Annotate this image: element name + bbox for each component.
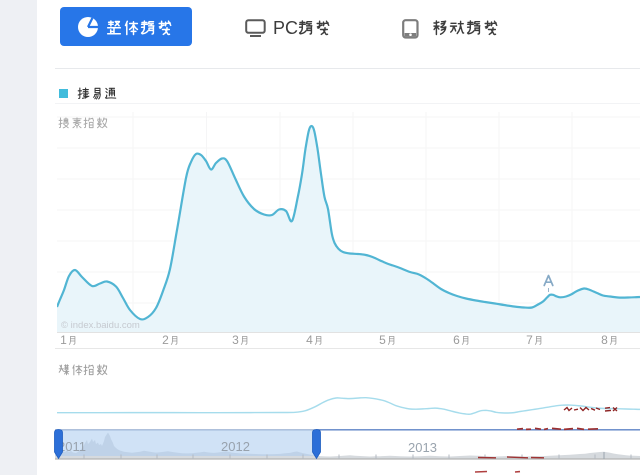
svg-text:© index.baidu.com: © index.baidu.com	[61, 320, 140, 331]
